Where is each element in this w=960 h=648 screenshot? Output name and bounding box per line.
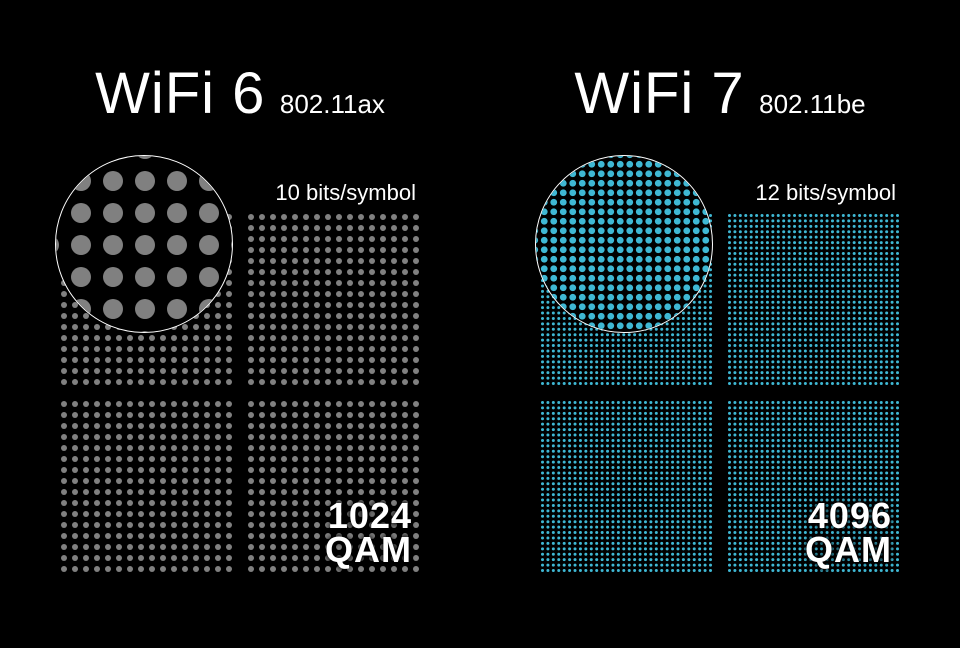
qam-label-wifi7: 4096 QAM xyxy=(805,499,892,567)
magnifier-svg-wifi7 xyxy=(536,156,713,333)
magnifier-wifi7 xyxy=(535,155,713,333)
qam-number-wifi7: 4096 xyxy=(805,499,892,533)
qam-text-wifi6: QAM xyxy=(325,533,412,567)
title-wifi6: WiFi 6 802.11ax xyxy=(0,60,480,127)
qam-text-wifi7: QAM xyxy=(805,533,892,567)
panel-wifi7: WiFi 7 802.11be 12 bits/symbol 4096 QAM xyxy=(480,0,960,648)
qam-number-wifi6: 1024 xyxy=(325,499,412,533)
bits-label-wifi7: 12 bits/symbol xyxy=(755,180,896,206)
title-wifi7: WiFi 7 802.11be xyxy=(480,60,960,127)
magnifier-wifi6 xyxy=(55,155,233,333)
bits-label-wifi6: 10 bits/symbol xyxy=(275,180,416,206)
panel-wifi6: WiFi 6 802.11ax 10 bits/symbol 1024 QAM xyxy=(0,0,480,648)
title-main-wifi6: WiFi 6 xyxy=(95,61,265,126)
title-sub-wifi7: 802.11be xyxy=(759,89,866,119)
title-sub-wifi6: 802.11ax xyxy=(280,89,385,119)
qam-label-wifi6: 1024 QAM xyxy=(325,499,412,567)
title-main-wifi7: WiFi 7 xyxy=(574,61,744,126)
magnifier-svg-wifi6 xyxy=(56,156,233,333)
